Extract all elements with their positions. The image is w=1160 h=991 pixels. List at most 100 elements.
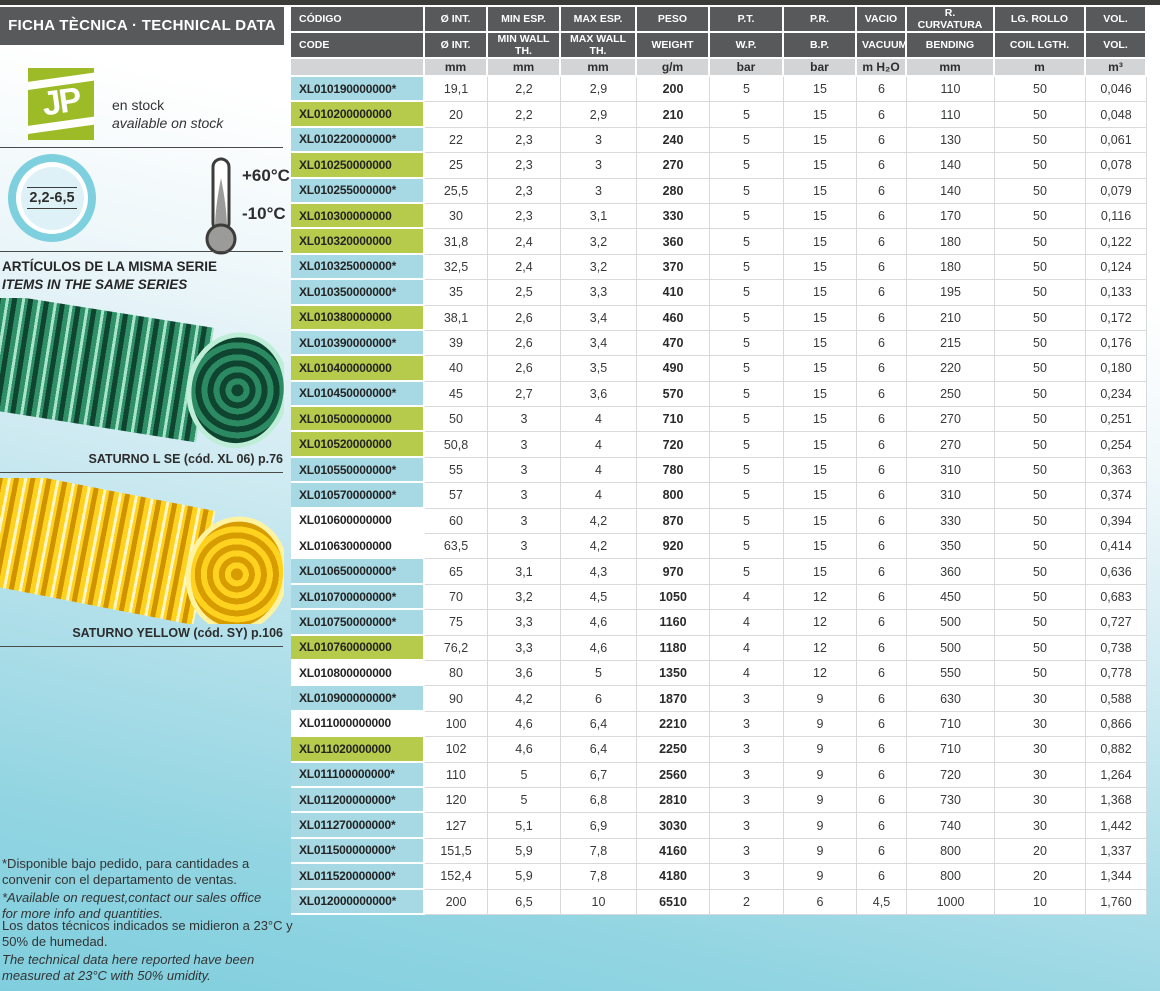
- table-row: XL010200000000 20 2,2 2,9 210 5 15 6 110 50 0,048: [291, 102, 1147, 128]
- unit-6: bar: [784, 59, 857, 77]
- cell-value-6: 6: [857, 178, 907, 204]
- cell-value-9: 0,048: [1086, 102, 1147, 128]
- cell-value-2: 3,5: [561, 356, 637, 382]
- cell-value-8: 50: [995, 280, 1086, 306]
- cell-code: XL011500000000*: [291, 838, 425, 865]
- cell-value-6: 6: [857, 813, 907, 839]
- cell-code: XL010250000000: [291, 153, 425, 179]
- cell-value-1: 3,3: [488, 610, 561, 636]
- cell-value-7: 130: [907, 127, 995, 154]
- cell-value-4: 5: [710, 534, 784, 560]
- cell-value-7: 630: [907, 686, 995, 712]
- cell-value-0: 127: [425, 813, 488, 839]
- col-header-es-2: MIN ESP.: [488, 7, 561, 33]
- cell-code: XL011020000000: [291, 737, 425, 763]
- cell-value-5: 15: [784, 483, 857, 509]
- cell-value-4: 5: [710, 432, 784, 458]
- col-header-en-0: CODE: [291, 33, 425, 59]
- cell-value-7: 720: [907, 762, 995, 788]
- code-highlight: XL010630000000: [291, 534, 423, 558]
- cell-code: XL010200000000: [291, 102, 425, 128]
- table-row: XL010520000000 50,8 3 4 720 5 15 6 270 50 0,254: [291, 432, 1147, 458]
- table-row: XL010250000000 25 2,3 3 270 5 15 6 140 50 0,078: [291, 153, 1147, 179]
- table-row: XL010750000000* 75 3,3 4,6 1160 4 12 6 500 50 0,72…: [291, 610, 1147, 636]
- cell-value-6: 6: [857, 483, 907, 509]
- cell-value-7: 110: [907, 102, 995, 128]
- cell-code: XL010700000000*: [291, 584, 425, 611]
- cell-value-5: 9: [784, 711, 857, 738]
- cell-value-3: 4160: [637, 838, 710, 865]
- cell-value-8: 50: [995, 127, 1086, 154]
- cell-value-1: 3,3: [488, 635, 561, 661]
- cell-value-5: 15: [784, 559, 857, 585]
- cell-value-4: 5: [710, 457, 784, 484]
- cell-value-4: 5: [710, 77, 784, 103]
- unit-2: mm: [488, 59, 561, 77]
- cell-value-5: 9: [784, 787, 857, 814]
- table-row: XL010500000000 50 3 4 710 5 15 6 270 50 0,251: [291, 407, 1147, 433]
- cell-value-1: 5: [488, 787, 561, 814]
- cell-value-6: 6: [857, 737, 907, 763]
- table-row: XL011270000000* 127 5,1 6,9 3030 3 9 6 740 30 1,44…: [291, 813, 1147, 839]
- cell-value-3: 1870: [637, 686, 710, 712]
- cell-value-0: 60: [425, 508, 488, 535]
- cell-code: XL011200000000*: [291, 787, 425, 814]
- cell-value-1: 6,5: [488, 889, 561, 915]
- col-header-es-4: PESO: [637, 7, 710, 33]
- cell-value-7: 270: [907, 432, 995, 458]
- cell-value-1: 2,2: [488, 102, 561, 128]
- cell-value-3: 2810: [637, 787, 710, 814]
- cell-value-9: 0,122: [1086, 229, 1147, 255]
- cell-value-2: 4: [561, 432, 637, 458]
- cell-value-6: 6: [857, 508, 907, 535]
- cell-value-2: 4,5: [561, 584, 637, 611]
- cell-value-2: 4,6: [561, 635, 637, 661]
- cell-value-3: 1160: [637, 610, 710, 636]
- cell-value-3: 720: [637, 432, 710, 458]
- cell-value-5: 15: [784, 127, 857, 154]
- cell-value-9: 0,727: [1086, 610, 1147, 636]
- cell-value-7: 220: [907, 356, 995, 382]
- cell-value-9: 0,778: [1086, 660, 1147, 687]
- cell-value-7: 310: [907, 457, 995, 484]
- cell-value-9: 0,176: [1086, 330, 1147, 357]
- related-product-caption-2: SATURNO YELLOW (cód. SY) p.106: [72, 626, 283, 640]
- cell-value-3: 1180: [637, 635, 710, 661]
- cell-value-1: 2,3: [488, 153, 561, 179]
- cell-value-0: 151,5: [425, 838, 488, 865]
- cell-value-5: 12: [784, 610, 857, 636]
- cell-value-7: 500: [907, 610, 995, 636]
- cell-value-2: 6,8: [561, 787, 637, 814]
- cell-value-7: 215: [907, 330, 995, 357]
- cell-code: XL010320000000: [291, 229, 425, 255]
- cell-value-6: 6: [857, 432, 907, 458]
- cell-code: XL010390000000*: [291, 330, 425, 357]
- cell-value-8: 50: [995, 610, 1086, 636]
- cell-value-6: 6: [857, 838, 907, 865]
- cell-value-7: 195: [907, 280, 995, 306]
- table-row: XL011020000000 102 4,6 6,4 2250 3 9 6 710 30 0,882: [291, 737, 1147, 763]
- cell-value-7: 800: [907, 838, 995, 865]
- col-header-es-7: VACIO: [857, 7, 907, 33]
- table-row: XL010570000000* 57 3 4 800 5 15 6 310 50 0,374: [291, 483, 1147, 509]
- cell-code: XL010500000000: [291, 407, 425, 433]
- cell-value-5: 12: [784, 660, 857, 687]
- footnote-conditions-es: Los datos técnicos indicados se midieron…: [2, 918, 293, 949]
- col-header-es-3: MAX ESP.: [561, 7, 637, 33]
- cell-value-0: 50,8: [425, 432, 488, 458]
- unit-0: [291, 59, 425, 77]
- cell-value-4: 4: [710, 610, 784, 636]
- cell-value-0: 57: [425, 483, 488, 509]
- cell-value-9: 0,061: [1086, 127, 1147, 154]
- cell-value-7: 730: [907, 787, 995, 814]
- hose-tube-yellow: [0, 478, 284, 624]
- cell-value-4: 5: [710, 254, 784, 281]
- cell-value-6: 6: [857, 610, 907, 636]
- cell-value-1: 3,2: [488, 584, 561, 611]
- cell-value-8: 50: [995, 407, 1086, 433]
- cell-value-2: 3: [561, 153, 637, 179]
- cell-value-6: 6: [857, 559, 907, 585]
- diameter-range-badge: 2,2-6,5: [8, 154, 96, 242]
- table-row: XL010800000000 80 3,6 5 1350 4 12 6 550 50 0,778: [291, 660, 1147, 687]
- cell-value-2: 4,6: [561, 610, 637, 636]
